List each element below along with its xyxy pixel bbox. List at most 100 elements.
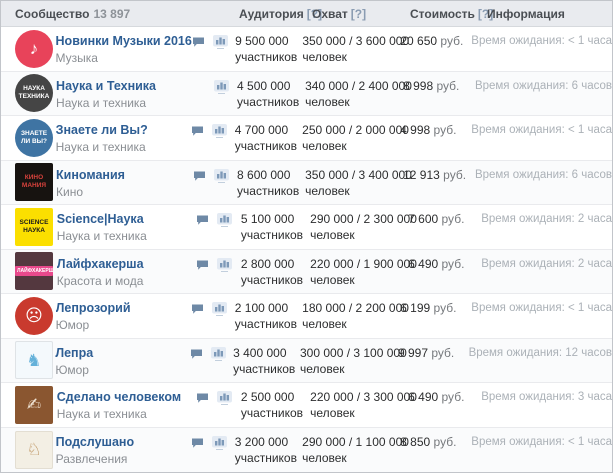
stats-icon[interactable] (212, 124, 228, 138)
reach-column-label: Охват (312, 6, 348, 21)
stats-icon[interactable] (217, 391, 233, 405)
community-avatar[interactable]: ☹ (15, 296, 53, 335)
community-count: 13 897 (93, 6, 131, 21)
community-avatar[interactable]: КИНО МАНИЯ (15, 163, 53, 202)
community-category: Музыка (55, 51, 98, 65)
avatar-cell: ☹ (1, 294, 56, 338)
stats-icon[interactable] (212, 435, 228, 450)
reach-cell: 250 000 / 2 000 000 человек (302, 116, 409, 160)
reach-cell: 220 000 / 3 300 000 человек (310, 383, 417, 427)
actions-cell (196, 205, 241, 249)
actions-cell (196, 250, 241, 294)
comment-icon[interactable] (196, 391, 211, 405)
info-column-label: Информация (487, 6, 565, 21)
table-row[interactable]: ✍ Сделано человеком Наука и техника (1, 383, 612, 428)
table-row[interactable]: НАУКА ТЕХНИКА Наука и Техника Наука и те… (1, 71, 612, 116)
audience-cell: 3 400 000 участников (233, 339, 300, 383)
community-name-link[interactable]: Подслушано (55, 434, 135, 449)
community-name-link[interactable]: Наука и Техника (56, 78, 157, 93)
stats-icon[interactable] (214, 168, 230, 183)
table-row[interactable]: ♘ Подслушано Развлечения (1, 427, 612, 473)
community-avatar[interactable]: ♘ (15, 430, 53, 469)
cost-cell: 6 490 руб. (408, 250, 481, 294)
table-row[interactable]: SCIENCE НАУКА Science|Наука Наука и техн… (1, 205, 612, 250)
column-header-cost[interactable]: Стоимость [?] (410, 6, 493, 21)
community-category: Наука и техника (56, 407, 147, 421)
cost-unit: руб. (436, 78, 460, 93)
cost-value: 4 998 (400, 123, 431, 137)
community-name-link[interactable]: Лепра (55, 345, 94, 360)
reach-value: 290 000 / 2 300 000 (310, 212, 417, 226)
audience-unit: участников (240, 272, 304, 287)
comment-icon[interactable] (193, 169, 208, 183)
table-row[interactable]: КИНО МАНИЯ Киномания Кино 8 (1, 160, 612, 205)
community-avatar[interactable]: ✍ (15, 385, 53, 424)
community-category: Красота и мода (56, 273, 144, 288)
community-cell: Новинки Музыки 2016 Музыка (56, 27, 192, 71)
comment-icon[interactable] (192, 35, 207, 49)
community-avatar[interactable]: ♞ (15, 341, 53, 380)
table-row[interactable]: ЗНАЕТЕ ЛИ ВЫ? Знаете ли Вы? Наука и техн… (1, 116, 612, 161)
community-name-link[interactable]: Лайфхакерша (56, 256, 144, 271)
community-avatar[interactable]: SCIENCE НАУКА (15, 207, 53, 246)
stats-icon[interactable] (214, 79, 230, 94)
community-avatar[interactable]: ЛАЙФХАКЕРША (15, 252, 53, 291)
table-row[interactable]: ♞ Лепра Юмор 3 40 (1, 338, 612, 383)
column-header-community[interactable]: Сообщество 13 897 (1, 7, 239, 21)
stats-icon[interactable] (217, 213, 233, 227)
community-name-link[interactable]: Киномания (56, 167, 125, 182)
community-avatar[interactable]: ЗНАЕТЕ ЛИ ВЫ? (15, 118, 53, 157)
comment-icon[interactable] (196, 213, 211, 227)
reach-help-icon[interactable]: [?] (350, 6, 367, 21)
community-category: Юмор (55, 362, 89, 377)
avatar-text-line1: ЗНАЕТЕ (20, 129, 48, 137)
stats-icon[interactable] (211, 346, 227, 361)
audience-unit: участников (235, 50, 298, 64)
column-header-audience[interactable]: Аудитория [?] (239, 7, 322, 21)
audience-unit: участников (233, 361, 296, 376)
comment-icon[interactable] (190, 347, 205, 361)
table-row[interactable]: ♪ Новинки Музыки 2016 Музыка (1, 27, 612, 72)
table-body: ♪ Новинки Музыки 2016 Музыка (1, 27, 612, 472)
cost-cell: 20 650 руб. (400, 27, 471, 71)
community-cell: Лепра Юмор (55, 339, 190, 383)
community-name-link[interactable]: Сделано человеком (56, 390, 182, 404)
comment-icon[interactable] (191, 436, 206, 450)
stats-icon[interactable] (212, 35, 228, 49)
avatar-glyph: ✍ (26, 395, 42, 415)
community-name-link[interactable]: Новинки Музыки 2016 (55, 34, 192, 48)
audience-unit: участников (237, 183, 300, 198)
audience-cell: 2 800 000 участников (241, 250, 310, 294)
cost-cell: 9 997 руб. (398, 339, 469, 383)
reach-unit: человек (300, 361, 345, 376)
comment-icon[interactable] (191, 124, 206, 138)
stats-icon[interactable] (217, 257, 233, 272)
comment-icon[interactable] (191, 302, 206, 316)
avatar-text-line2: ТЕХНИКА (18, 93, 50, 101)
community-avatar[interactable]: НАУКА ТЕХНИКА (15, 74, 53, 113)
cost-column-label: Стоимость (410, 6, 475, 21)
comment-icon[interactable] (196, 258, 211, 272)
reach-unit: человек (310, 406, 355, 420)
cost-value: 6 490 (408, 256, 439, 271)
reach-unit: человек (310, 272, 355, 287)
audience-unit: участников (240, 228, 304, 242)
audience-help-icon[interactable]: [?] (306, 6, 323, 21)
cost-help-icon[interactable]: [?] (477, 6, 494, 21)
audience-cell: 4 700 000 участников (235, 116, 302, 160)
table-row[interactable]: ☹ Лепрозорий Юмор (1, 294, 612, 339)
community-avatar[interactable]: ♪ (15, 29, 53, 68)
stats-icon[interactable] (212, 302, 228, 316)
community-name-link[interactable]: Лепрозорий (55, 301, 131, 315)
avatar-cell: ЛАЙФХАКЕРША (1, 250, 57, 294)
community-cell: Science|Наука Наука и техника (57, 205, 197, 249)
community-name-link[interactable]: Science|Наука (56, 212, 144, 226)
audience-unit: участников (234, 317, 297, 331)
reach-unit: человек (305, 94, 350, 109)
actions-cell (191, 428, 234, 473)
column-header-reach[interactable]: Охват [?] (312, 7, 410, 21)
table-row[interactable]: ЛАЙФХАКЕРША Лайфхакерша Красота и мода (1, 249, 612, 294)
cost-unit: руб. (433, 301, 457, 315)
community-name-link[interactable]: Знаете ли Вы? (55, 123, 148, 137)
